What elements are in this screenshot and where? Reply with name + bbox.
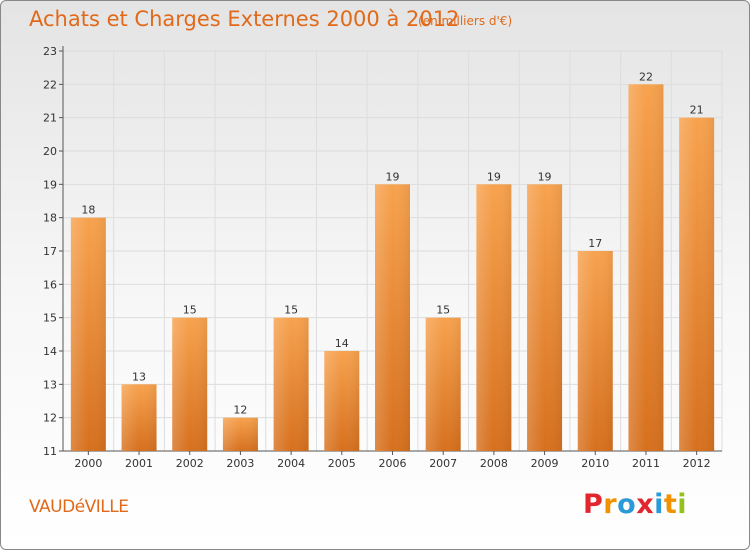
bar-shading-2012 bbox=[679, 117, 715, 452]
data-label-2003: 12 bbox=[233, 404, 247, 417]
logo-letter: x bbox=[636, 489, 655, 520]
data-label-2006: 19 bbox=[386, 170, 400, 183]
x-tick-label-2004: 2004 bbox=[277, 457, 305, 470]
x-tick-label-2000: 2000 bbox=[74, 457, 102, 470]
data-label-2010: 17 bbox=[588, 237, 602, 250]
y-tick-label: 21 bbox=[43, 112, 57, 125]
data-label-2005: 14 bbox=[335, 337, 349, 350]
logo-letter: P bbox=[583, 489, 604, 520]
y-tick-label: 22 bbox=[43, 78, 57, 91]
logo-letter: r bbox=[603, 489, 618, 520]
data-label-2008: 19 bbox=[487, 170, 501, 183]
logo-letter: i bbox=[654, 489, 664, 520]
bar-shading-2001 bbox=[121, 384, 157, 451]
logo-letter: o bbox=[617, 489, 637, 520]
x-tick-label-2006: 2006 bbox=[379, 457, 407, 470]
y-tick-label: 19 bbox=[43, 178, 57, 191]
x-tick-label-2009: 2009 bbox=[531, 457, 559, 470]
chart-subtitle: (en milliers d'€) bbox=[418, 14, 513, 28]
commune-name: VAUDéVILLE bbox=[29, 497, 129, 517]
data-label-2000: 18 bbox=[81, 204, 95, 217]
bar-shading-2010 bbox=[577, 251, 613, 451]
bar-shading-2009 bbox=[527, 184, 563, 452]
bar-shading-2011 bbox=[628, 84, 664, 451]
data-label-2009: 19 bbox=[538, 170, 552, 183]
data-label-2011: 22 bbox=[639, 70, 653, 83]
proxiti-logo[interactable]: Proxiti bbox=[583, 489, 687, 520]
y-tick-label: 15 bbox=[43, 312, 57, 325]
bar-shading-2002 bbox=[172, 317, 208, 451]
y-tick-label: 17 bbox=[43, 245, 57, 258]
y-tick-label: 11 bbox=[43, 445, 57, 458]
bar-shading-2006 bbox=[375, 184, 410, 452]
bar-shading-2004 bbox=[273, 317, 309, 451]
chart-title: Achats et Charges Externes 2000 à 2012 bbox=[29, 7, 460, 31]
labels: 11 12 13 14 15 16 17 18 19 20 21 22 23 18 2000 13 2001 15… bbox=[43, 45, 711, 470]
x-tick-label-2008: 2008 bbox=[480, 457, 508, 470]
x-tick-label-2002: 2002 bbox=[176, 457, 204, 470]
bar-shading-2003 bbox=[222, 417, 258, 451]
y-tick-label: 12 bbox=[43, 412, 57, 425]
x-tick-label-2007: 2007 bbox=[429, 457, 457, 470]
y-tick-label: 18 bbox=[43, 212, 57, 225]
x-tick-label-2010: 2010 bbox=[581, 457, 609, 470]
data-label-2007: 15 bbox=[436, 304, 450, 317]
bar-shading-2008 bbox=[476, 184, 512, 452]
y-tick-label: 14 bbox=[43, 345, 57, 358]
logo-letter: t bbox=[663, 489, 678, 520]
x-tick-label-2001: 2001 bbox=[125, 457, 153, 470]
x-tick-label-2003: 2003 bbox=[226, 457, 254, 470]
bar-shading-2005 bbox=[324, 351, 360, 451]
data-label-2002: 15 bbox=[183, 304, 197, 317]
bars bbox=[70, 84, 715, 452]
bar-shading-2000 bbox=[70, 217, 106, 451]
x-tick-label-2005: 2005 bbox=[328, 457, 356, 470]
data-label-2012: 21 bbox=[690, 104, 704, 117]
data-label-2004: 15 bbox=[284, 304, 298, 317]
y-tick-label: 20 bbox=[43, 145, 57, 158]
logo-letter: i bbox=[677, 489, 688, 520]
bar-shading-2007 bbox=[425, 317, 461, 451]
y-tick-label: 23 bbox=[43, 45, 57, 58]
y-tick-label: 13 bbox=[43, 378, 57, 391]
x-tick-label-2011: 2011 bbox=[632, 457, 660, 470]
x-tick-label-2012: 2012 bbox=[683, 457, 711, 470]
data-label-2001: 13 bbox=[132, 370, 146, 383]
y-tick-label: 16 bbox=[43, 278, 57, 291]
